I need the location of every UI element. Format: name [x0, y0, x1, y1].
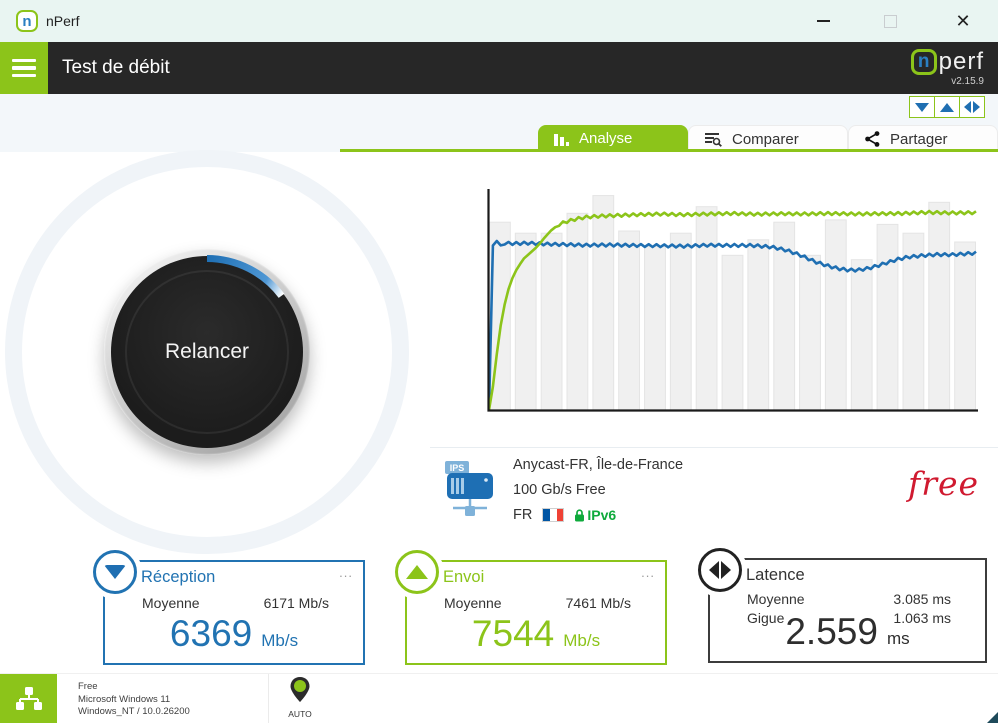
share-icon: [865, 131, 880, 147]
envoi-unit: Mb/s: [563, 631, 601, 650]
nperf-logo-n: n: [910, 49, 937, 75]
maximize-icon: [883, 14, 897, 28]
reception-unit: Mb/s: [261, 631, 299, 650]
location-pin-icon: [290, 677, 310, 702]
latence-title: Latence: [746, 566, 805, 584]
app-version: v2.15.9: [951, 76, 984, 87]
app-logo-icon: n: [16, 10, 38, 32]
platform-version: Windows_NT / 10.0.26200: [78, 706, 190, 717]
network-icon: [15, 687, 42, 710]
toggle-upload-curve-button[interactable]: [934, 96, 960, 118]
page-title: Test de débit: [62, 57, 170, 78]
server-name: Anycast-FR, Île-de-France: [513, 457, 684, 473]
status-divider: [268, 674, 269, 723]
minimize-icon: [816, 20, 830, 22]
toggle-latency-curve-button[interactable]: [959, 96, 985, 118]
server-info: IPS Anycast-FR, Île-de-France 100 Gb/s F…: [443, 455, 683, 523]
status-bar: Free Microsoft Windows 11 Windows_NT / 1…: [0, 673, 998, 723]
server-bandwidth: 100 Gb/s Free: [513, 482, 606, 498]
tab-partager[interactable]: Partager: [848, 125, 998, 152]
close-icon: ✕: [955, 10, 971, 31]
latence-jitter-label: Gigue: [747, 610, 785, 626]
envoi-avg-label: Moyenne: [444, 595, 502, 611]
svg-text:IPS: IPS: [450, 463, 465, 473]
envoi-value: 7544: [471, 613, 555, 654]
lock-icon: [575, 508, 585, 521]
ipv6-badge: IPv6: [574, 507, 616, 523]
reception-avg-value: 6171 Mb/s: [263, 595, 329, 611]
hamburger-icon: [12, 58, 36, 63]
os-name: Microsoft Windows 11: [78, 693, 171, 705]
reception-title: Réception: [141, 568, 216, 586]
tab-strip: Analyse Comparer Partager: [538, 125, 998, 152]
auto-label: AUTO: [288, 709, 312, 719]
active-tab-underline: [340, 149, 998, 152]
tab-comparer[interactable]: Comparer: [688, 125, 848, 152]
gauge-progress-arc: [206, 255, 285, 298]
latence-avg-label: Moyenne: [747, 591, 805, 607]
title-bar: n nPerf ✕: [0, 0, 998, 42]
server-auto-selector[interactable]: AUTO: [278, 676, 322, 719]
throughput-chart: [487, 185, 978, 412]
compare-list-icon: [705, 132, 722, 147]
nperf-brand-logo: n perf v2.15.9: [910, 48, 984, 87]
resize-grip[interactable]: [987, 712, 998, 723]
latence-avg-value: 3.085 ms: [893, 591, 951, 607]
tab-label: Partager: [890, 130, 948, 148]
reception-more-button[interactable]: ...: [339, 565, 353, 580]
reception-avg-label: Moyenne: [142, 595, 200, 611]
isp-name: Free: [78, 681, 98, 692]
close-button[interactable]: ✕: [940, 0, 986, 42]
toggle-download-curve-button[interactable]: [909, 96, 935, 118]
window-title: nPerf: [46, 13, 80, 29]
tab-label: Analyse: [579, 130, 633, 147]
isp-free-logo: free: [908, 464, 980, 503]
upload-triangle-icon: [940, 102, 954, 112]
reception-card: Réception ... Moyenne 6171 Mb/s 6369 Mb/…: [93, 550, 365, 665]
maximize-button[interactable]: [867, 0, 913, 42]
tab-analyse[interactable]: Analyse: [538, 125, 688, 152]
hamburger-menu-button[interactable]: [0, 42, 48, 94]
latency-arrows-icon: [964, 101, 980, 113]
minimize-button[interactable]: [800, 0, 846, 42]
main-panel: Relancer IPS Anycast-FR, Île-de-Fr: [0, 150, 998, 673]
tab-band: Analyse Comparer Partager: [0, 94, 998, 152]
france-flag-icon: [542, 508, 565, 522]
reception-value: 6369: [169, 613, 253, 654]
tab-label: Comparer: [732, 130, 799, 148]
latence-jitter-value: 1.063 ms: [893, 610, 951, 626]
server-country: FR: [513, 507, 533, 523]
latence-unit: ms: [886, 629, 910, 648]
relancer-gauge-button[interactable]: Relancer: [104, 249, 310, 455]
nperf-logo-perf: perf: [938, 48, 984, 75]
system-info: Free Microsoft Windows 11 Windows_NT / 1…: [78, 681, 190, 719]
download-icon: [93, 550, 137, 594]
latence-card: Latence Moyenne 3.085 ms Gigue 1.063 ms …: [698, 548, 987, 663]
envoi-card: Envoi ... Moyenne 7461 Mb/s 7544 Mb/s: [395, 550, 667, 665]
envoi-avg-value: 7461 Mb/s: [565, 595, 631, 611]
network-settings-button[interactable]: [0, 674, 57, 723]
latency-icon: [698, 548, 742, 592]
envoi-title: Envoi: [443, 568, 485, 586]
bar-chart-icon: [554, 133, 569, 146]
upload-icon: [395, 550, 439, 594]
curve-toggles: [909, 96, 985, 118]
server-section-divider: [430, 447, 998, 448]
download-triangle-icon: [915, 102, 929, 112]
latence-value: 2.559: [785, 611, 878, 652]
server-icon: IPS: [443, 461, 495, 523]
app-header: Test de débit n perf v2.15.9: [0, 42, 998, 94]
relancer-label: Relancer: [164, 340, 250, 363]
envoi-more-button[interactable]: ...: [641, 565, 655, 580]
